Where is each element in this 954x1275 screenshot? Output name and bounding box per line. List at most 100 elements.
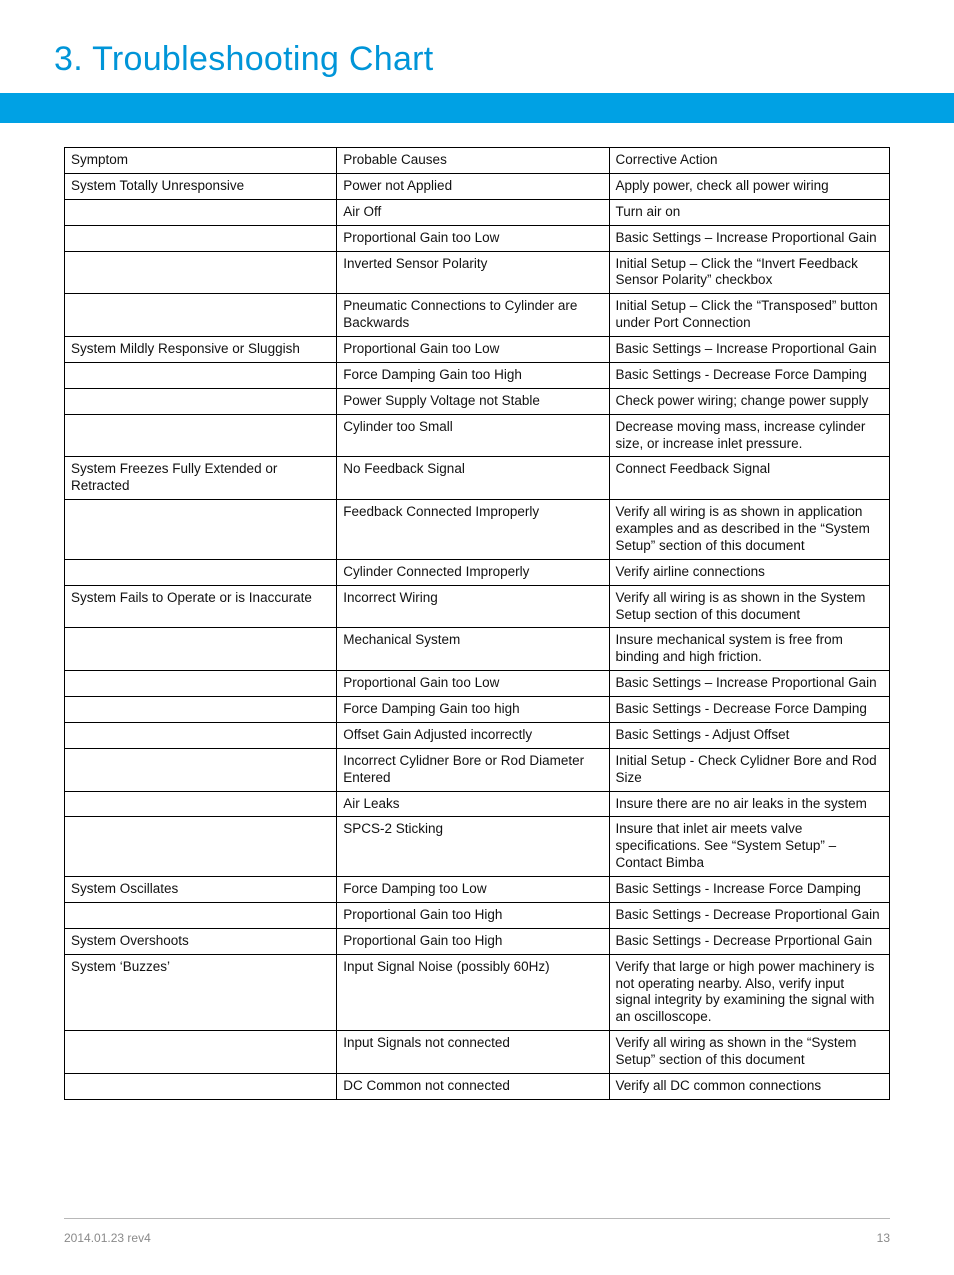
- table-cell: [65, 294, 337, 337]
- table-cell: System Fails to Operate or is Inaccurate: [65, 585, 337, 628]
- table-cell: [65, 362, 337, 388]
- table-cell: Incorrect Wiring: [337, 585, 609, 628]
- table-row: Mechanical SystemInsure mechanical syste…: [65, 628, 890, 671]
- page-footer: 2014.01.23 rev4 13: [0, 1231, 954, 1245]
- footer-date-rev: 2014.01.23 rev4: [64, 1231, 151, 1245]
- table-cell: [65, 1031, 337, 1074]
- table-cell: Verify airline connections: [609, 559, 890, 585]
- content-area: SymptomProbable CausesCorrective ActionS…: [0, 123, 954, 1100]
- table-cell: Basic Settings – Increase Proportional G…: [609, 337, 890, 363]
- table-row: System Mildly Responsive or SluggishProp…: [65, 337, 890, 363]
- table-cell: Input Signal Noise (possibly 60Hz): [337, 954, 609, 1031]
- table-row: Feedback Connected ImproperlyVerify all …: [65, 500, 890, 560]
- table-row: Proportional Gain too HighBasic Settings…: [65, 902, 890, 928]
- table-row: Pneumatic Connections to Cylinder are Ba…: [65, 294, 890, 337]
- table-row: Force Damping Gain too HighBasic Setting…: [65, 362, 890, 388]
- table-cell: Connect Feedback Signal: [609, 457, 890, 500]
- table-row: Incorrect Cylidner Bore or Rod Diameter …: [65, 748, 890, 791]
- table-cell: No Feedback Signal: [337, 457, 609, 500]
- table-row: Input Signals not connectedVerify all wi…: [65, 1031, 890, 1074]
- table-row: System Fails to Operate or is Inaccurate…: [65, 585, 890, 628]
- table-cell: Power not Applied: [337, 173, 609, 199]
- table-cell: SPCS-2 Sticking: [337, 817, 609, 877]
- table-cell: Air Leaks: [337, 791, 609, 817]
- table-cell: Inverted Sensor Polarity: [337, 251, 609, 294]
- table-cell: Cylinder too Small: [337, 414, 609, 457]
- table-cell: Basic Settings - Decrease Force Damping: [609, 697, 890, 723]
- table-row: Air OffTurn air on: [65, 199, 890, 225]
- table-cell: [65, 225, 337, 251]
- table-cell: Offset Gain Adjusted incorrectly: [337, 722, 609, 748]
- table-row: System OscillatesForce Damping too LowBa…: [65, 877, 890, 903]
- table-cell: Mechanical System: [337, 628, 609, 671]
- table-row: Cylinder too SmallDecrease moving mass, …: [65, 414, 890, 457]
- table-cell: System ‘Buzzes’: [65, 954, 337, 1031]
- table-cell: Insure there are no air leaks in the sys…: [609, 791, 890, 817]
- table-cell: Basic Settings - Decrease Prportional Ga…: [609, 928, 890, 954]
- table-cell: Proportional Gain too High: [337, 928, 609, 954]
- table-cell: Verify all wiring is as shown in the Sys…: [609, 585, 890, 628]
- table-cell: Air Off: [337, 199, 609, 225]
- table-cell: Feedback Connected Improperly: [337, 500, 609, 560]
- table-cell: [65, 1073, 337, 1099]
- footer-rule: [64, 1218, 890, 1219]
- table-cell: [65, 817, 337, 877]
- table-cell: System Mildly Responsive or Sluggish: [65, 337, 337, 363]
- table-cell: Proportional Gain too High: [337, 902, 609, 928]
- troubleshooting-table: SymptomProbable CausesCorrective ActionS…: [64, 147, 890, 1100]
- table-row: Offset Gain Adjusted incorrectlyBasic Se…: [65, 722, 890, 748]
- table-cell: Power Supply Voltage not Stable: [337, 388, 609, 414]
- table-row: Air LeaksInsure there are no air leaks i…: [65, 791, 890, 817]
- table-row: DC Common not connectedVerify all DC com…: [65, 1073, 890, 1099]
- table-header-cell: Probable Causes: [337, 148, 609, 174]
- table-cell: [65, 902, 337, 928]
- table-cell: Force Damping Gain too high: [337, 697, 609, 723]
- table-row: System OvershootsProportional Gain too H…: [65, 928, 890, 954]
- table-cell: [65, 559, 337, 585]
- table-cell: Check power wiring; change power supply: [609, 388, 890, 414]
- table-row: SymptomProbable CausesCorrective Action: [65, 148, 890, 174]
- table-cell: Initial Setup - Check Cylidner Bore and …: [609, 748, 890, 791]
- table-row: Proportional Gain too LowBasic Settings …: [65, 671, 890, 697]
- heading-accent-bar: [0, 93, 954, 123]
- table-cell: Pneumatic Connections to Cylinder are Ba…: [337, 294, 609, 337]
- table-row: System Totally UnresponsivePower not App…: [65, 173, 890, 199]
- table-cell: System Oscillates: [65, 877, 337, 903]
- table-cell: Insure that inlet air meets valve specif…: [609, 817, 890, 877]
- table-row: Proportional Gain too LowBasic Settings …: [65, 225, 890, 251]
- table-cell: [65, 748, 337, 791]
- table-cell: Verify all wiring is as shown in applica…: [609, 500, 890, 560]
- table-cell: Initial Setup – Click the “Transposed” b…: [609, 294, 890, 337]
- table-row: Power Supply Voltage not StableCheck pow…: [65, 388, 890, 414]
- table-row: Cylinder Connected ImproperlyVerify airl…: [65, 559, 890, 585]
- table-cell: [65, 697, 337, 723]
- table-cell: System Freezes Fully Extended or Retract…: [65, 457, 337, 500]
- table-cell: Basic Settings – Increase Proportional G…: [609, 671, 890, 697]
- table-cell: Verify all DC common connections: [609, 1073, 890, 1099]
- table-row: System Freezes Fully Extended or Retract…: [65, 457, 890, 500]
- page-number: 13: [877, 1231, 890, 1245]
- table-cell: System Totally Unresponsive: [65, 173, 337, 199]
- table-cell: [65, 671, 337, 697]
- table-row: SPCS-2 StickingInsure that inlet air mee…: [65, 817, 890, 877]
- table-cell: Basic Settings - Adjust Offset: [609, 722, 890, 748]
- table-cell: Force Damping too Low: [337, 877, 609, 903]
- table-cell: System Overshoots: [65, 928, 337, 954]
- table-cell: Proportional Gain too Low: [337, 337, 609, 363]
- table-cell: Cylinder Connected Improperly: [337, 559, 609, 585]
- table-cell: Verify that large or high power machiner…: [609, 954, 890, 1031]
- table-cell: [65, 722, 337, 748]
- table-row: Inverted Sensor PolarityInitial Setup – …: [65, 251, 890, 294]
- table-cell: Basic Settings - Decrease Force Damping: [609, 362, 890, 388]
- table-cell: Basic Settings – Increase Proportional G…: [609, 225, 890, 251]
- table-cell: DC Common not connected: [337, 1073, 609, 1099]
- table-row: Force Damping Gain too highBasic Setting…: [65, 697, 890, 723]
- table-cell: [65, 628, 337, 671]
- table-cell: [65, 500, 337, 560]
- table-cell: [65, 791, 337, 817]
- table-cell: Initial Setup – Click the “Invert Feedba…: [609, 251, 890, 294]
- table-cell: Input Signals not connected: [337, 1031, 609, 1074]
- table-cell: Basic Settings - Increase Force Damping: [609, 877, 890, 903]
- table-cell: Proportional Gain too Low: [337, 671, 609, 697]
- table-cell: Incorrect Cylidner Bore or Rod Diameter …: [337, 748, 609, 791]
